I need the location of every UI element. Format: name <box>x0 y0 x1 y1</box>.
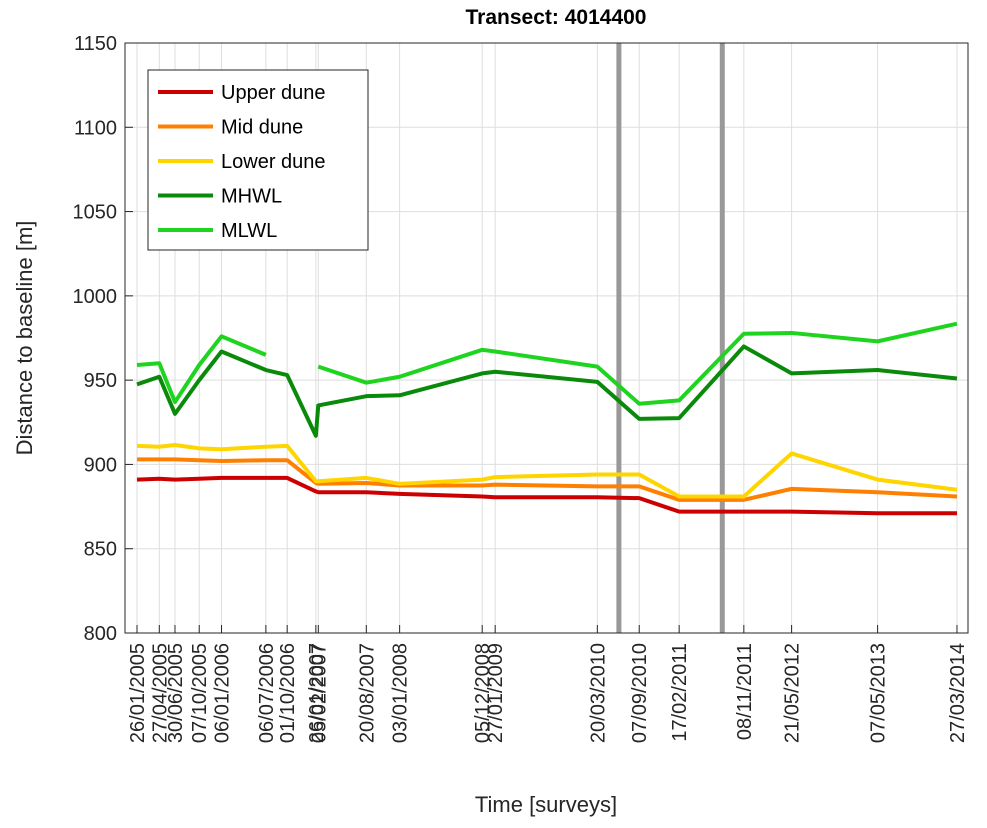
plot-frame <box>124 42 969 634</box>
legend-label: Lower dune <box>221 151 326 173</box>
series-line <box>136 344 958 438</box>
x-tick-label: 26/01/2007 <box>306 643 328 743</box>
legend-label: MLWL <box>221 220 277 242</box>
series-line <box>136 475 957 516</box>
y-tick-label: 1050 <box>73 202 118 224</box>
y-tick-label: 1000 <box>73 286 118 308</box>
x-tick-label: 27/04/2005 <box>149 643 171 743</box>
x-tick-label: 06/01/2006 <box>212 643 234 743</box>
x-tick-label: 20/03/2010 <box>587 643 609 743</box>
series-line <box>136 321 958 406</box>
x-tick-label: 01/10/2006 <box>277 643 299 743</box>
legend: Upper dune Mid dune Lower dune MHWL MLWL <box>147 69 369 251</box>
legend-label: Upper dune <box>221 82 326 104</box>
x-tick-label: 05/12/2008 <box>472 643 494 743</box>
y-tick-label: 1150 <box>74 33 117 55</box>
x-tick-label: 07/10/2005 <box>189 643 211 743</box>
series-line <box>137 457 958 502</box>
x-tick-label: 07/05/2013 <box>868 643 890 743</box>
x-tick-label: 20/08/2007 <box>356 643 378 743</box>
x-tick-label: 17/02/2011 <box>669 643 691 742</box>
x-tick-label: 03/01/2008 <box>390 643 412 743</box>
x-tick-label: 07/09/2010 <box>629 643 651 743</box>
x-tick-label: 30/06/2005 <box>165 643 187 743</box>
legend-label: Mid dune <box>221 117 303 139</box>
chart-title: Transect: 4014400 <box>466 6 647 29</box>
y-axis-label: Distance to baseline [m] <box>12 221 37 456</box>
x-tick-label: 06/07/2006 <box>256 643 278 743</box>
x-tick-label: 27/03/2014 <box>947 643 969 743</box>
x-tick-label: 05/02/2007 <box>308 643 330 743</box>
legend-label: MHWL <box>221 186 282 208</box>
y-tick-label: 900 <box>84 454 117 476</box>
x-axis-label: Time [surveys] <box>475 792 617 817</box>
y-tick-label: 800 <box>84 623 117 645</box>
x-tick-label: 26/01/2005 <box>127 643 149 743</box>
y-tick-label: 950 <box>84 370 117 392</box>
x-tick-label: 27/01/2009 <box>485 643 507 743</box>
x-tick-label: 21/05/2012 <box>782 643 804 743</box>
y-tick-label: 1100 <box>74 117 117 139</box>
x-tick-label: 08/11/2011 <box>734 643 756 740</box>
y-tick-label: 850 <box>84 539 117 561</box>
series-line <box>136 443 958 499</box>
